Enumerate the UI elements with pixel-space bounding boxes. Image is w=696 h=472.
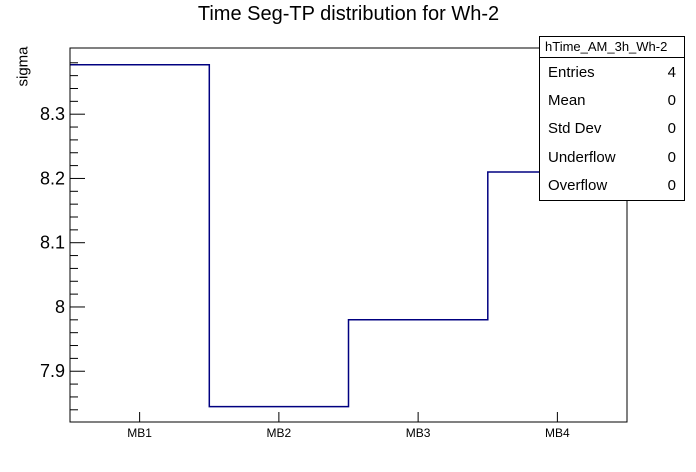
stats-box: hTime_AM_3h_Wh-2 Entries 4 Mean 0 Std De… — [539, 36, 685, 201]
stats-label: Overflow — [548, 177, 608, 195]
stats-row-stddev: Std Dev 0 — [540, 115, 684, 143]
stats-box-title: hTime_AM_3h_Wh-2 — [540, 37, 684, 58]
stats-row-overflow: Overflow 0 — [540, 172, 684, 200]
x-tick-label: MB2 — [267, 426, 292, 440]
x-tick-label: MB4 — [545, 426, 570, 440]
plot-frame — [69, 47, 628, 423]
stats-label: Entries — [548, 63, 595, 81]
stats-row-underflow: Underflow 0 — [540, 143, 684, 171]
stats-value: 0 — [667, 148, 676, 166]
stats-label: Underflow — [548, 148, 616, 166]
y-tick-label: 8.2 — [40, 168, 65, 188]
y-tick-label: 8.3 — [40, 104, 65, 124]
x-tick-label: MB3 — [406, 426, 431, 440]
stats-row-entries: Entries 4 — [540, 58, 684, 86]
stats-value: 0 — [667, 92, 676, 110]
stats-label: Mean — [548, 92, 586, 110]
stats-value: 0 — [667, 120, 676, 138]
histogram-line — [70, 63, 627, 408]
stats-value: 0 — [667, 177, 676, 195]
y-tick-label: 8 — [55, 297, 65, 317]
y-tick-label: 8.1 — [40, 233, 65, 253]
y-tick-label: 7.9 — [40, 361, 65, 381]
stats-row-mean: Mean 0 — [540, 86, 684, 114]
x-tick-label: MB1 — [127, 426, 152, 440]
stats-label: Std Dev — [548, 120, 602, 138]
stats-value: 4 — [667, 63, 676, 81]
chart-title: Time Seg-TP distribution for Wh-2 — [197, 3, 500, 25]
